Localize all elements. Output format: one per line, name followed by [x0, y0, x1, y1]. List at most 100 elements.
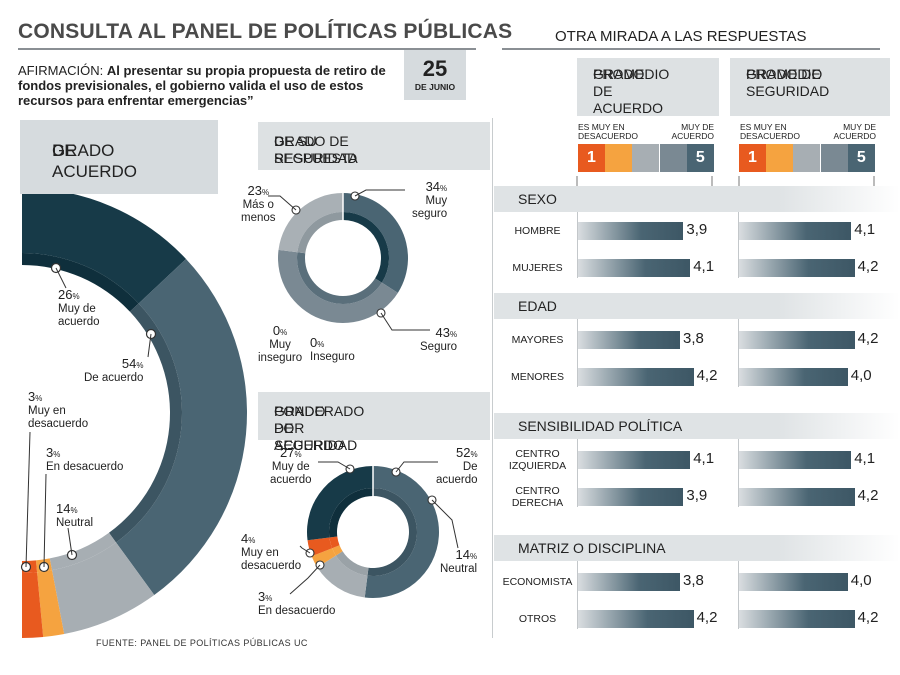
- seg-leader-seguro: [380, 312, 430, 331]
- pon-leader-muy-en-desacuerdo: [299, 545, 311, 554]
- vertical-divider: [492, 118, 493, 638]
- section-title: EDAD: [518, 298, 557, 314]
- right-title: OTRA MIRADA A LAS RESPUESTAS: [555, 28, 807, 45]
- bar-seguridad: [739, 610, 855, 628]
- acuerdo-panel-title: GRADO DE ACUERDO: [20, 120, 218, 194]
- bar-acuerdo: [578, 451, 691, 469]
- seguridad-label-seguro: 43% Seguro: [420, 325, 458, 353]
- section-title: MATRIZ O DISCIPLINA: [518, 540, 666, 556]
- seguridad-label-inseguro: 0% Inseguro: [310, 335, 355, 363]
- section-3: MATRIZ O DISCIPLINA: [494, 535, 900, 561]
- date-box: 25 DE JUNIO: [404, 50, 466, 100]
- pon-outer-neutral: [317, 555, 368, 598]
- scale-step-2: [605, 144, 633, 172]
- row-label: CENTRO DERECHA: [511, 485, 564, 509]
- leader-line-muy-de-acuerdo: [55, 267, 67, 289]
- bar-value-acuerdo: 3,8: [683, 330, 704, 347]
- seg-leader-muy-seguro: [354, 189, 405, 197]
- bar-seguridad: [739, 573, 848, 591]
- pon-outer-muy-de-acuerdo: [307, 466, 373, 541]
- scale2-left-label: ES MUY EN DESACUERDO: [740, 122, 800, 141]
- row-label: CENTRO IZQUIERDA: [508, 448, 567, 472]
- bar-acuerdo: [578, 222, 684, 240]
- bar-value-seguridad: 4,1: [854, 221, 876, 238]
- col-acuerdo-header: GRADO DE ACUERDO PROMEDIO: [577, 58, 719, 116]
- scale1-left-label: ES MUY EN DESACUERDO: [578, 122, 638, 141]
- scale1-right-label: MUY DE ACUERDO: [671, 122, 714, 141]
- seg-outer-mas-o-menos: [278, 193, 343, 253]
- leader-line-neutral: [67, 527, 73, 556]
- claim-prefix: AFIRMACIÓN:: [18, 63, 104, 78]
- row-guide: [738, 561, 739, 629]
- scale-step-5: 5: [686, 144, 714, 172]
- bar-value-seguridad: 4,2: [857, 487, 879, 504]
- page-title: CONSULTA AL PANEL DE POLÍTICAS PÚBLICAS: [18, 20, 513, 43]
- bar-seguridad: [739, 368, 848, 386]
- seg-inner-mas-o-menos: [297, 212, 343, 254]
- seguridad-panel-title: GRADO DE SEGURIDAD DE SU RESPUESTA: [258, 122, 490, 170]
- seguridad-label-mas-o-menos: 23% Más o menos: [241, 183, 276, 224]
- col-seguridad-header: GRADO DE SEGURIDAD PROMEDIO: [730, 58, 890, 116]
- right-title-rule: [502, 48, 880, 50]
- pon-inner-de-acuerdo: [367, 488, 417, 576]
- outer-segment-en-desacuerdo: [37, 570, 65, 638]
- outer-segment-muy-en-desacuerdo: [22, 572, 44, 638]
- bar-value-acuerdo: 4,1: [693, 258, 715, 275]
- bar-acuerdo: [578, 259, 691, 277]
- row-label: MUJERES: [512, 262, 563, 274]
- leader-line-en-desacuerdo: [43, 473, 47, 568]
- bar-value-acuerdo: 3,9: [686, 487, 708, 504]
- claim-text: Al presentar su propia propuesta de reti…: [18, 63, 386, 108]
- ponderado-label-muy-de-acuerdo: 27% Muy de acuerdo: [270, 445, 312, 486]
- date-day: 25: [422, 56, 448, 81]
- bar-acuerdo: [578, 610, 694, 628]
- scale-step-4: [820, 144, 848, 172]
- seguridad-label-muy-seguro: 34% Muy seguro: [412, 179, 448, 220]
- acuerdo-title-line1: GRADO: [52, 141, 115, 160]
- seg-inner-seguro: [297, 252, 382, 304]
- pon-inner-muy-de-acuerdo: [329, 488, 373, 538]
- row-guide: [738, 439, 739, 507]
- scale-step-3: [632, 144, 660, 172]
- bar-value-acuerdo: 3,8: [683, 572, 704, 589]
- bar-value-acuerdo: 3,9: [686, 221, 708, 238]
- outer-segment-de-acuerdo: [116, 258, 247, 596]
- bar-value-acuerdo: 4,2: [696, 367, 718, 384]
- bar-value-acuerdo: 4,2: [696, 609, 718, 626]
- bar-value-seguridad: 4,2: [857, 258, 879, 275]
- acuerdo-label-muy-en-desacuerdo: 3% Muy en desacuerdo: [28, 389, 89, 430]
- row-guide: [577, 561, 578, 629]
- pon-outer-de-acuerdo: [364, 466, 440, 598]
- seg-inner-muy-seguro: [343, 212, 390, 283]
- seg-outer-seguro: [278, 249, 398, 324]
- acuerdo-title-line2: DE ACUERDO: [52, 141, 138, 181]
- section-2: SENSIBILIDAD POLÍTICA: [494, 413, 900, 439]
- section-0: SEXO: [494, 186, 900, 212]
- scale-step-3: [793, 144, 821, 172]
- scale-step-1: 1: [739, 144, 766, 172]
- pon-leader-neutral: [431, 499, 459, 549]
- inner-segment-neutral: [49, 532, 117, 571]
- scale-step-2: [766, 144, 794, 172]
- acuerdo-label-neutral: 14% Neutral: [56, 501, 94, 529]
- row-label: MENORES: [510, 371, 565, 383]
- scale2-right-label: MUY DE ACUERDO: [833, 122, 876, 141]
- row-guide: [738, 212, 739, 278]
- claim: AFIRMACIÓN: Al presentar su propia propu…: [18, 63, 388, 108]
- bar-value-seguridad: 4,2: [857, 609, 879, 626]
- pon-leader-en-desacuerdo: [289, 564, 321, 595]
- leader-line-muy-en-desacuerdo: [25, 431, 31, 568]
- bar-seguridad: [739, 222, 852, 240]
- bar-value-seguridad: 4,0: [850, 572, 872, 589]
- bar-value-seguridad: 4,0: [850, 367, 872, 384]
- row-guide: [577, 319, 578, 387]
- bar-seguridad: [739, 488, 855, 506]
- outer-segment-muy-de-acuerdo: [22, 188, 187, 304]
- seguridad-label-muy-inseguro: 0% Muy inseguro: [258, 323, 303, 364]
- inner-segment-de-acuerdo: [108, 303, 182, 543]
- row-guide: [577, 439, 578, 507]
